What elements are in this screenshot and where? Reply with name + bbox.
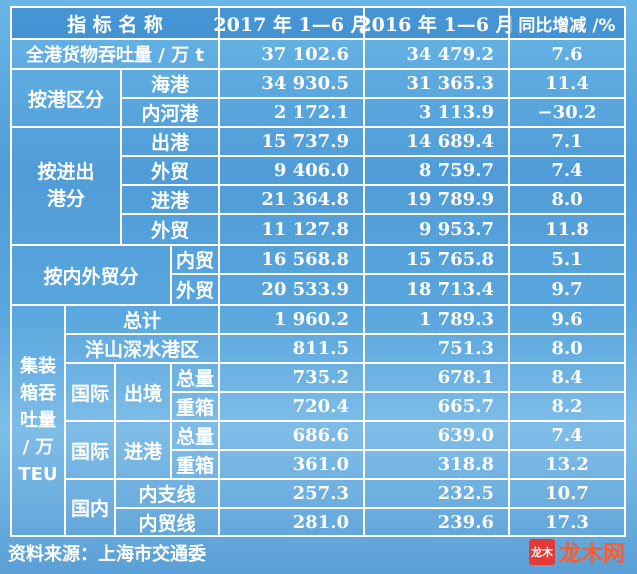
by-inout-label: 按进出 港分: [10, 126, 122, 246]
out-2017: 15 737.9: [218, 126, 365, 157]
entry-label: 进港: [114, 420, 172, 480]
entry-total-label: 总量: [170, 420, 220, 451]
watermark: 龙木 龙木网: [528, 536, 625, 568]
entry-total-2017: 686.6: [218, 420, 365, 451]
in-foreign-2017: 11 127.8: [218, 213, 365, 246]
container-label-line1: 集装: [20, 356, 56, 377]
out-2016: 14 689.4: [363, 126, 510, 157]
foreign-trade-label: 外贸: [170, 273, 220, 306]
yangshan-label: 洋山深水港区: [64, 333, 220, 364]
domestic-trade-2017: 16 568.8: [218, 244, 365, 275]
in-foreign-yoy: 11.8: [508, 213, 626, 246]
entry-total-yoy: 7.4: [508, 420, 626, 451]
exit-total-yoy: 8.4: [508, 362, 626, 393]
sea-port-label: 海港: [120, 68, 220, 99]
in-foreign-2016: 9 953.7: [363, 213, 510, 246]
domestic-trade-2016: 15 765.8: [363, 244, 510, 275]
by-trade-label: 按内外贸分: [10, 244, 172, 306]
in-yoy: 8.0: [508, 184, 626, 215]
branch-line-2017: 257.3: [218, 478, 365, 509]
domestic-group-label: 国内: [64, 478, 116, 537]
in-foreign-label: 外贸: [120, 213, 220, 246]
in-2017: 21 364.8: [218, 184, 365, 215]
container-total-label: 总计: [64, 304, 220, 335]
sea-2017: 34 930.5: [218, 68, 365, 99]
source-note: 资料来源：上海市交通委: [8, 544, 206, 565]
branch-line-yoy: 10.7: [508, 478, 626, 509]
river-2016: 3 113.9: [363, 97, 510, 128]
watermark-text: 龙木网: [558, 542, 625, 567]
sea-yoy: 11.4: [508, 68, 626, 99]
domestic-trade-yoy: 5.1: [508, 244, 626, 275]
out-foreign-2016: 8 759.7: [363, 155, 510, 186]
domestic-trade-line-label: 内贸线: [114, 507, 220, 537]
header-yoy: 同比增减 /%: [508, 6, 626, 40]
total-2017: 37 102.6: [218, 38, 365, 70]
out-foreign-2017: 9 406.0: [218, 155, 365, 186]
domestic-trade-line-2017: 281.0: [218, 507, 365, 537]
yangshan-2017: 811.5: [218, 333, 365, 364]
domestic-trade-label: 内贸: [170, 244, 220, 275]
sea-2016: 31 365.3: [363, 68, 510, 99]
by-inout-label-line2: 港分: [46, 188, 85, 210]
total-yoy: 7.6: [508, 38, 626, 70]
out-foreign-label: 外贸: [120, 155, 220, 186]
river-2017: 2 172.1: [218, 97, 365, 128]
out-label: 出港: [120, 126, 220, 157]
river-yoy: −30.2: [508, 97, 626, 128]
entry-heavy-2017: 361.0: [218, 449, 365, 480]
river-port-label: 内河港: [120, 97, 220, 128]
branch-line-label: 内支线: [114, 478, 220, 509]
container-label: 集装 箱吞 吐量 / 万 TEU: [10, 304, 66, 537]
out-yoy: 7.1: [508, 126, 626, 157]
container-total-2017: 1 960.2: [218, 304, 365, 335]
foreign-trade-2017: 20 533.9: [218, 273, 365, 306]
exit-heavy-2017: 720.4: [218, 391, 365, 422]
container-label-line4: / 万: [22, 437, 54, 458]
exit-label: 出境: [114, 362, 172, 422]
exit-total-2016: 678.1: [363, 362, 510, 393]
branch-line-2016: 232.5: [363, 478, 510, 509]
container-total-yoy: 9.6: [508, 304, 626, 335]
in-2016: 19 789.9: [363, 184, 510, 215]
yangshan-yoy: 8.0: [508, 333, 626, 364]
intl-exit-group-label: 国际: [64, 362, 116, 422]
header-2017: 2017 年 1—6 月: [213, 6, 370, 40]
exit-total-2017: 735.2: [218, 362, 365, 393]
header-2016: 2016 年 1—6 月: [358, 6, 515, 40]
foreign-trade-yoy: 9.7: [508, 273, 626, 306]
intl-entry-group-label: 国际: [64, 420, 116, 480]
container-label-line2: 箱吞: [20, 383, 56, 404]
foreign-trade-2016: 18 713.4: [363, 273, 510, 306]
by-port-label: 按港区分: [10, 68, 122, 128]
container-label-line5: TEU: [18, 464, 58, 485]
exit-heavy-yoy: 8.2: [508, 391, 626, 422]
exit-heavy-label: 重箱: [170, 391, 220, 422]
domestic-trade-line-yoy: 17.3: [508, 507, 626, 537]
out-foreign-yoy: 7.4: [508, 155, 626, 186]
entry-total-2016: 639.0: [363, 420, 510, 451]
yangshan-2016: 751.3: [363, 333, 510, 364]
header-indicator: 指 标 名 称: [10, 6, 220, 40]
container-total-2016: 1 789.3: [363, 304, 510, 335]
entry-heavy-2016: 318.8: [363, 449, 510, 480]
by-inout-label-line1: 按进出: [37, 161, 95, 183]
entry-heavy-label: 重箱: [170, 449, 220, 480]
total-label: 全港货物吞吐量 / 万 t: [10, 38, 220, 70]
entry-heavy-yoy: 13.2: [508, 449, 626, 480]
in-label: 进港: [120, 184, 220, 215]
exit-total-label: 总量: [170, 362, 220, 393]
total-2016: 34 479.2: [363, 38, 510, 70]
container-label-line3: 吐量: [20, 410, 56, 431]
domestic-trade-line-2016: 239.6: [363, 507, 510, 537]
exit-heavy-2016: 665.7: [363, 391, 510, 422]
watermark-logo-icon: 龙木: [528, 539, 555, 565]
